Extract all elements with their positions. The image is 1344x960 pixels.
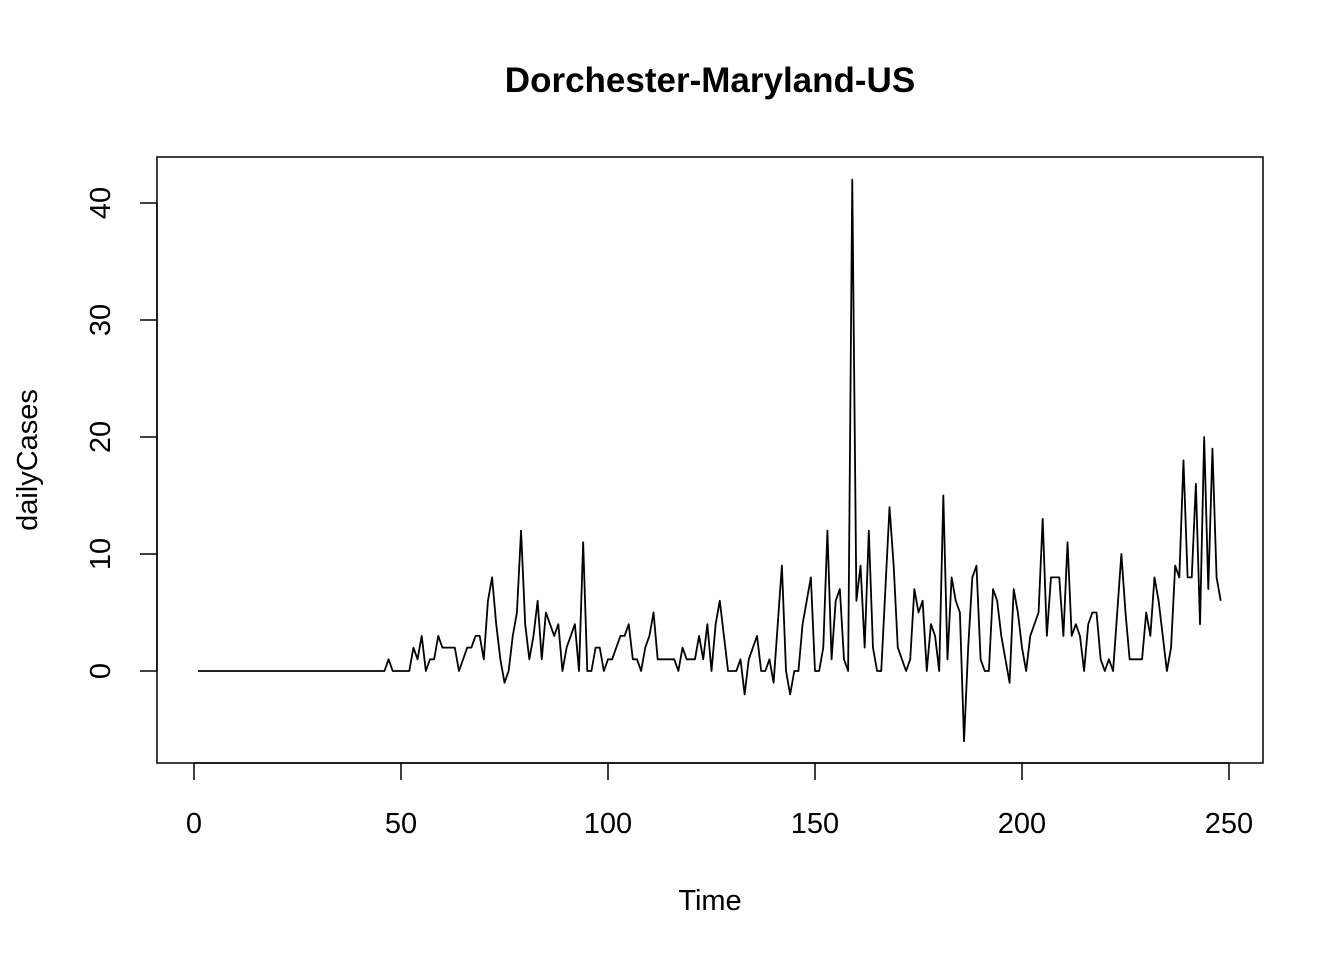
y-tick-label: 40	[85, 187, 117, 219]
x-tick-label: 200	[998, 808, 1046, 840]
x-tick-label: 250	[1205, 808, 1253, 840]
plot-frame	[156, 156, 1264, 764]
y-tick-label: 30	[85, 304, 117, 336]
x-tick-label: 0	[186, 808, 202, 840]
y-tick-label: 0	[85, 663, 117, 679]
y-tick-label: 10	[85, 538, 117, 570]
x-tick-label: 50	[385, 808, 417, 840]
y-axis-label: dailyCases	[12, 389, 44, 531]
chart-title: Dorchester-Maryland-US	[505, 61, 915, 100]
x-axis-label: Time	[678, 885, 741, 917]
x-tick-label: 150	[791, 808, 839, 840]
series-group	[198, 178, 1222, 743]
x-axis: 0 50 100 150 200 250	[186, 762, 1253, 840]
y-axis: 0 10 20 30 40	[85, 187, 158, 679]
y-tick-label: 20	[85, 421, 117, 453]
series-line-dailycases	[198, 178, 1222, 743]
x-tick-label: 100	[584, 808, 632, 840]
